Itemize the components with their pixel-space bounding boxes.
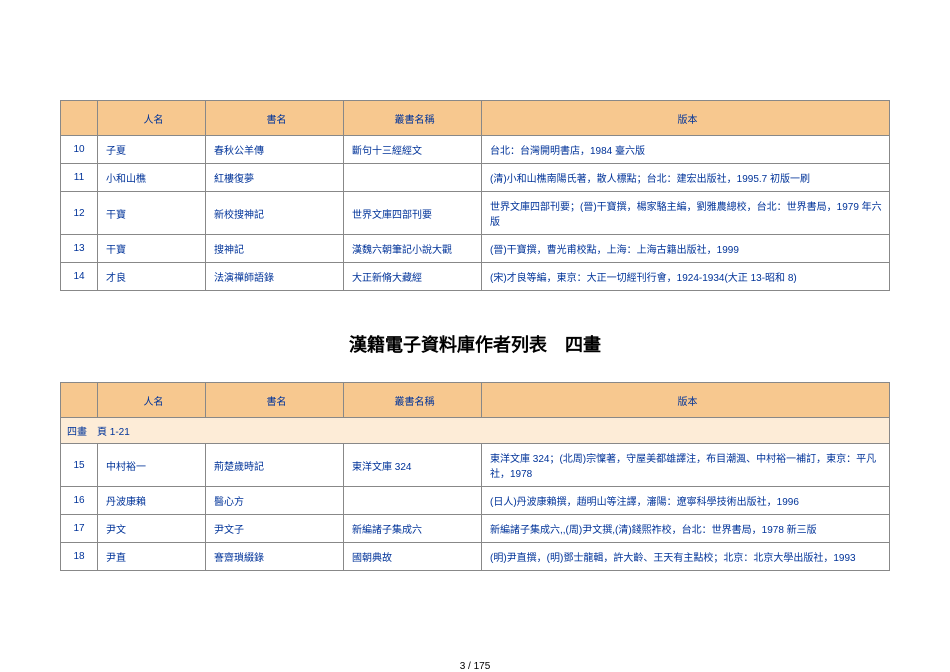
th-title: 書名 — [206, 101, 344, 136]
table-row: 11小和山樵紅樓復夢 (清)小和山樵南陽氏著，散人標點；台北：建宏出版社，1995… — [61, 164, 890, 192]
cell-author: 尹直 — [98, 543, 206, 571]
table-row: 13干寶搜神記漢魏六朝筆記小說大觀(晉)干寶撰，曹光甫校點，上海：上海古籍出版社… — [61, 235, 890, 263]
section-title: 漢籍電子資料庫作者列表 四畫 — [60, 331, 890, 357]
th-num — [61, 101, 98, 136]
table-row: 14才良法演禪師語錄大正新脩大藏經(宋)才良等編，東京：大正一切經刊行會，192… — [61, 263, 890, 291]
cell-author: 才良 — [98, 263, 206, 291]
cell-title: 紅樓復夢 — [206, 164, 344, 192]
cell-series: 漢魏六朝筆記小說大觀 — [344, 235, 482, 263]
page-number: 3 / 175 — [0, 661, 950, 672]
cell-num: 10 — [61, 136, 98, 164]
cell-series: 大正新脩大藏經 — [344, 263, 482, 291]
cell-num: 14 — [61, 263, 98, 291]
cell-edition: 東洋文庫 324；(北周)宗懍著，守屋美都雄譯注，布目潮渢、中村裕一補訂，東京：… — [482, 444, 890, 487]
table-row: 18尹直謇齋瑣綴錄國朝典故(明)尹直撰，(明)鄧士龍輯，許大齡、王天有主點校；北… — [61, 543, 890, 571]
table-row: 15中村裕一荊楚歲時記東洋文庫 324東洋文庫 324；(北周)宗懍著，守屋美都… — [61, 444, 890, 487]
cell-edition: 新編諸子集成六,,(周)尹文撰,(清)錢熙祚校，台北：世界書局，1978 新三版 — [482, 515, 890, 543]
subhead-row: 四畫 頁 1-21 — [61, 418, 890, 444]
table-row: 12干寶新校搜神記世界文庫四部刊要世界文庫四部刊要；(晉)干寶撰，楊家駱主編，劉… — [61, 192, 890, 235]
cell-author: 子夏 — [98, 136, 206, 164]
cell-series — [344, 487, 482, 515]
cell-author: 尹文 — [98, 515, 206, 543]
cell-author: 中村裕一 — [98, 444, 206, 487]
th-edition: 版本 — [482, 101, 890, 136]
table-top: 人名 書名 叢書名稱 版本 10子夏春秋公羊傳斷句十三經經文台北：台灣開明書店，… — [60, 100, 890, 291]
cell-edition: (晉)干寶撰，曹光甫校點，上海：上海古籍出版社，1999 — [482, 235, 890, 263]
subhead-cell: 四畫 頁 1-21 — [61, 418, 890, 444]
cell-num: 16 — [61, 487, 98, 515]
cell-series: 世界文庫四部刊要 — [344, 192, 482, 235]
th-series: 叢書名稱 — [344, 101, 482, 136]
cell-series: 斷句十三經經文 — [344, 136, 482, 164]
cell-edition: 世界文庫四部刊要；(晉)干寶撰，楊家駱主編，劉雅農總校，台北：世界書局，1979… — [482, 192, 890, 235]
cell-author: 干寶 — [98, 192, 206, 235]
cell-num: 18 — [61, 543, 98, 571]
cell-num: 12 — [61, 192, 98, 235]
cell-title: 謇齋瑣綴錄 — [206, 543, 344, 571]
table-row: 16丹波康賴醫心方 (日人)丹波康賴撰，趙明山等注譯，瀋陽：遼寧科學技術出版社，1… — [61, 487, 890, 515]
cell-author: 丹波康賴 — [98, 487, 206, 515]
cell-edition: (清)小和山樵南陽氏著，散人標點；台北：建宏出版社，1995.7 初版一刷 — [482, 164, 890, 192]
table-bottom: 人名 書名 叢書名稱 版本 四畫 頁 1-21 15中村裕一荊楚歲時記東洋文庫 … — [60, 382, 890, 571]
cell-num: 15 — [61, 444, 98, 487]
cell-num: 17 — [61, 515, 98, 543]
table-row: 17尹文尹文子新編諸子集成六新編諸子集成六,,(周)尹文撰,(清)錢熙祚校，台北… — [61, 515, 890, 543]
th-edition: 版本 — [482, 383, 890, 418]
cell-title: 新校搜神記 — [206, 192, 344, 235]
th-title: 書名 — [206, 383, 344, 418]
cell-series: 東洋文庫 324 — [344, 444, 482, 487]
th-num — [61, 383, 98, 418]
cell-num: 13 — [61, 235, 98, 263]
th-author: 人名 — [98, 101, 206, 136]
cell-author: 小和山樵 — [98, 164, 206, 192]
cell-title: 醫心方 — [206, 487, 344, 515]
th-series: 叢書名稱 — [344, 383, 482, 418]
cell-edition: (明)尹直撰，(明)鄧士龍輯，許大齡、王天有主點校；北京：北京大學出版社，199… — [482, 543, 890, 571]
cell-edition: (日人)丹波康賴撰，趙明山等注譯，瀋陽：遼寧科學技術出版社，1996 — [482, 487, 890, 515]
cell-series — [344, 164, 482, 192]
th-author: 人名 — [98, 383, 206, 418]
cell-title: 尹文子 — [206, 515, 344, 543]
cell-title: 法演禪師語錄 — [206, 263, 344, 291]
cell-title: 搜神記 — [206, 235, 344, 263]
cell-author: 干寶 — [98, 235, 206, 263]
cell-edition: (宋)才良等編，東京：大正一切經刊行會，1924-1934(大正 13-昭和 8… — [482, 263, 890, 291]
cell-series: 新編諸子集成六 — [344, 515, 482, 543]
cell-title: 荊楚歲時記 — [206, 444, 344, 487]
cell-title: 春秋公羊傳 — [206, 136, 344, 164]
table-row: 10子夏春秋公羊傳斷句十三經經文台北：台灣開明書店，1984 臺六版 — [61, 136, 890, 164]
cell-series: 國朝典故 — [344, 543, 482, 571]
cell-num: 11 — [61, 164, 98, 192]
cell-edition: 台北：台灣開明書店，1984 臺六版 — [482, 136, 890, 164]
